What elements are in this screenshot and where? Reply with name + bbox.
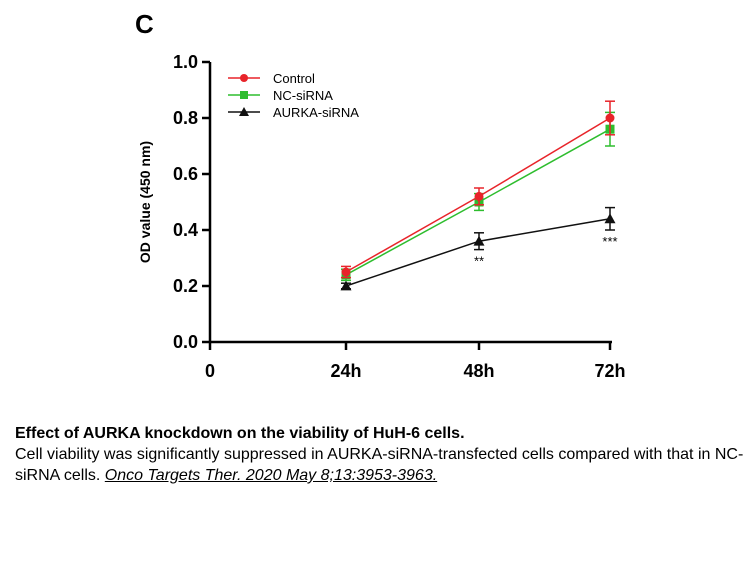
legend-label: AURKA-siRNA — [273, 105, 359, 120]
x-tick-label: 0 — [205, 361, 215, 381]
legend-item: AURKA-siRNA — [228, 105, 359, 120]
legend-item: Control — [228, 71, 315, 86]
x-tick-label: 48h — [463, 361, 494, 381]
panel-label: C — [135, 9, 154, 39]
y-tick-label: 0.2 — [173, 276, 198, 296]
data-point — [341, 267, 351, 277]
y-tick-label: 0.8 — [173, 108, 198, 128]
series-aurka-sirna — [340, 206, 616, 291]
caption-title: Effect of AURKA knockdown on the viabili… — [15, 425, 465, 442]
legend-item: NC-siRNA — [228, 88, 333, 103]
y-tick-label: 0.4 — [173, 220, 198, 240]
data-point — [474, 191, 484, 201]
significance-label: *** — [602, 234, 617, 249]
caption-text: Cell viability was significantly suppres… — [15, 446, 744, 484]
legend-label: NC-siRNA — [273, 88, 333, 103]
data-point — [340, 280, 352, 291]
data-point — [604, 213, 616, 224]
y-tick-label: 0.6 — [173, 164, 198, 184]
significance-label: ** — [474, 254, 484, 269]
legend-marker — [240, 74, 248, 82]
line-chart: C 0.00.20.40.60.81.00 24h 48h 72h ***** Con… — [135, 9, 626, 381]
y-tick-label: 0.0 — [173, 332, 198, 352]
x-tick-label: 72h — [594, 361, 625, 381]
caption-body: Cell viability was significantly suppres… — [15, 444, 745, 486]
caption-citation-link[interactable]: Onco Targets Ther. 2020 May 8;13:3953-39… — [104, 467, 438, 484]
legend-marker — [239, 107, 249, 116]
legend-marker — [240, 91, 248, 99]
chart-legend: Control NC-siRNA AURKA-siRNA — [228, 71, 359, 120]
data-point — [473, 235, 485, 246]
x-tick-label: 24h — [330, 361, 361, 381]
chart-plot-area: ***** — [340, 100, 618, 291]
legend-label: Control — [273, 71, 315, 86]
y-tick-label: 1.0 — [173, 52, 198, 72]
series-control — [341, 100, 615, 279]
y-axis-label: OD value (450 nm) — [137, 141, 153, 263]
data-point — [605, 113, 615, 123]
figure-caption: Effect of AURKA knockdown on the viabili… — [15, 423, 745, 486]
chart-axes: 0.0 0.2 0.4 0.6 0.8 1.0 0 24h 48h 72h — [173, 52, 626, 381]
